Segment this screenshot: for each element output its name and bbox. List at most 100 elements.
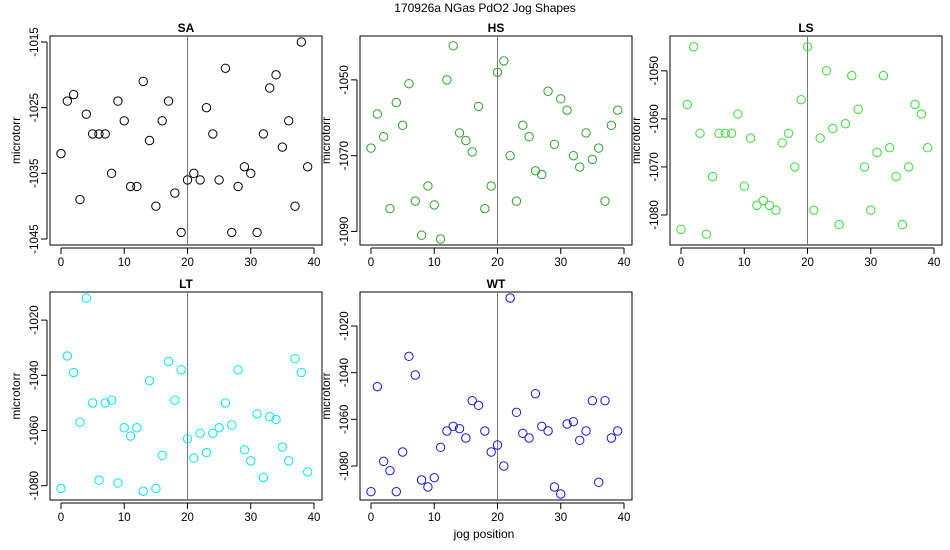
panel-title: WT: [487, 277, 506, 291]
data-point: [612, 426, 623, 436]
data-point: [454, 423, 465, 434]
data-point: [796, 94, 806, 105]
data-point: [62, 351, 73, 361]
data-point: [385, 203, 395, 214]
data-point: [594, 477, 604, 488]
data-point: [581, 128, 591, 138]
data-point: [543, 426, 553, 436]
plot-frame: [49, 35, 323, 246]
data-point: [714, 128, 724, 138]
data-point: [524, 132, 534, 142]
data-point: [524, 433, 534, 443]
data-point: [157, 450, 167, 461]
data-point: [271, 70, 281, 80]
x-tick-label: 10: [118, 257, 131, 269]
y-tick-label: -1060: [649, 104, 661, 133]
data-point: [151, 483, 161, 494]
data-point: [157, 116, 167, 126]
data-point: [176, 227, 186, 238]
data-point: [682, 99, 693, 110]
data-point: [258, 129, 269, 139]
data-point: [100, 129, 110, 139]
data-point: [378, 132, 389, 142]
data-point: [290, 201, 300, 211]
data-point: [119, 423, 129, 433]
data-point: [75, 417, 85, 427]
data-point: [284, 456, 294, 466]
data-point: [543, 86, 553, 96]
panel-hs: HS 0 10 20 30 40 -1090 -1070 -1050 microtorr: [319, 21, 633, 269]
data-point: [688, 42, 699, 52]
data-point: [752, 200, 762, 211]
data-point: [587, 154, 598, 165]
data-point: [537, 421, 547, 432]
plot-frame: [359, 291, 633, 501]
data-point: [182, 175, 193, 185]
data-point: [372, 109, 383, 119]
data-point: [733, 109, 743, 119]
y-axis-label: microtorr: [629, 117, 643, 164]
x-tick-label: 10: [428, 257, 441, 269]
data-point: [397, 120, 408, 131]
data-point: [454, 128, 465, 138]
x-tick-label: 0: [678, 257, 684, 269]
data-point: [594, 143, 604, 153]
x-tick-label: 10: [428, 512, 441, 524]
x-tick-label: 30: [554, 512, 567, 524]
x-tick-label: 10: [738, 257, 751, 269]
data-point: [284, 116, 294, 126]
y-axis-label: microtorr: [9, 117, 23, 164]
data-point: [872, 147, 882, 158]
x-tick-label: 0: [368, 257, 374, 269]
data-point: [467, 395, 477, 406]
x-tick-label: 20: [181, 257, 194, 269]
data-point: [492, 67, 503, 78]
data-point: [170, 188, 180, 198]
data-point: [897, 219, 908, 230]
data-point: [777, 138, 787, 148]
data-point: [113, 96, 123, 106]
y-tick-label: -1045: [29, 224, 41, 253]
data-point: [492, 440, 503, 450]
data-point: [568, 150, 579, 161]
data-point: [847, 70, 857, 81]
x-tick-label: 20: [491, 512, 504, 524]
data-point: [442, 75, 452, 85]
data-point: [68, 89, 79, 100]
data-point: [132, 181, 142, 192]
data-point: [195, 428, 205, 438]
figure-xlabel: jog position: [453, 527, 515, 541]
data-point: [125, 181, 136, 192]
data-point: [499, 56, 509, 66]
data-point: [56, 483, 66, 494]
data-point: [416, 475, 427, 485]
data-point: [296, 367, 307, 378]
data-point: [277, 142, 288, 152]
data-point: [106, 395, 117, 405]
data-point: [910, 99, 920, 110]
y-tick-label: -1020: [339, 311, 351, 340]
data-point: [94, 129, 104, 139]
data-point: [587, 395, 598, 406]
data-point: [606, 120, 617, 131]
data-point: [511, 196, 522, 206]
data-point: [758, 195, 768, 206]
data-point: [132, 423, 142, 433]
data-point: [518, 428, 528, 439]
data-point: [442, 426, 452, 436]
y-axis-label: microtorr: [319, 372, 333, 419]
y-tick-label: -1090: [339, 217, 351, 246]
panel-wt: WT 0 10 20 30 40 -1080 -1060 -1040 -1020 microtorr: [319, 277, 633, 524]
data-point: [119, 116, 129, 126]
data-point: [366, 486, 376, 497]
data-point: [568, 416, 579, 427]
data-point: [100, 398, 110, 408]
data-point: [809, 205, 819, 215]
data-point: [461, 135, 471, 146]
x-tick-label: 20: [181, 512, 194, 524]
panel-ls: LS 0 10 20 30 40 -1080 -1070 -1060 -1050 microtorr: [629, 21, 943, 269]
data-point: [802, 42, 813, 52]
data-point: [435, 442, 446, 453]
data-point: [834, 219, 844, 230]
